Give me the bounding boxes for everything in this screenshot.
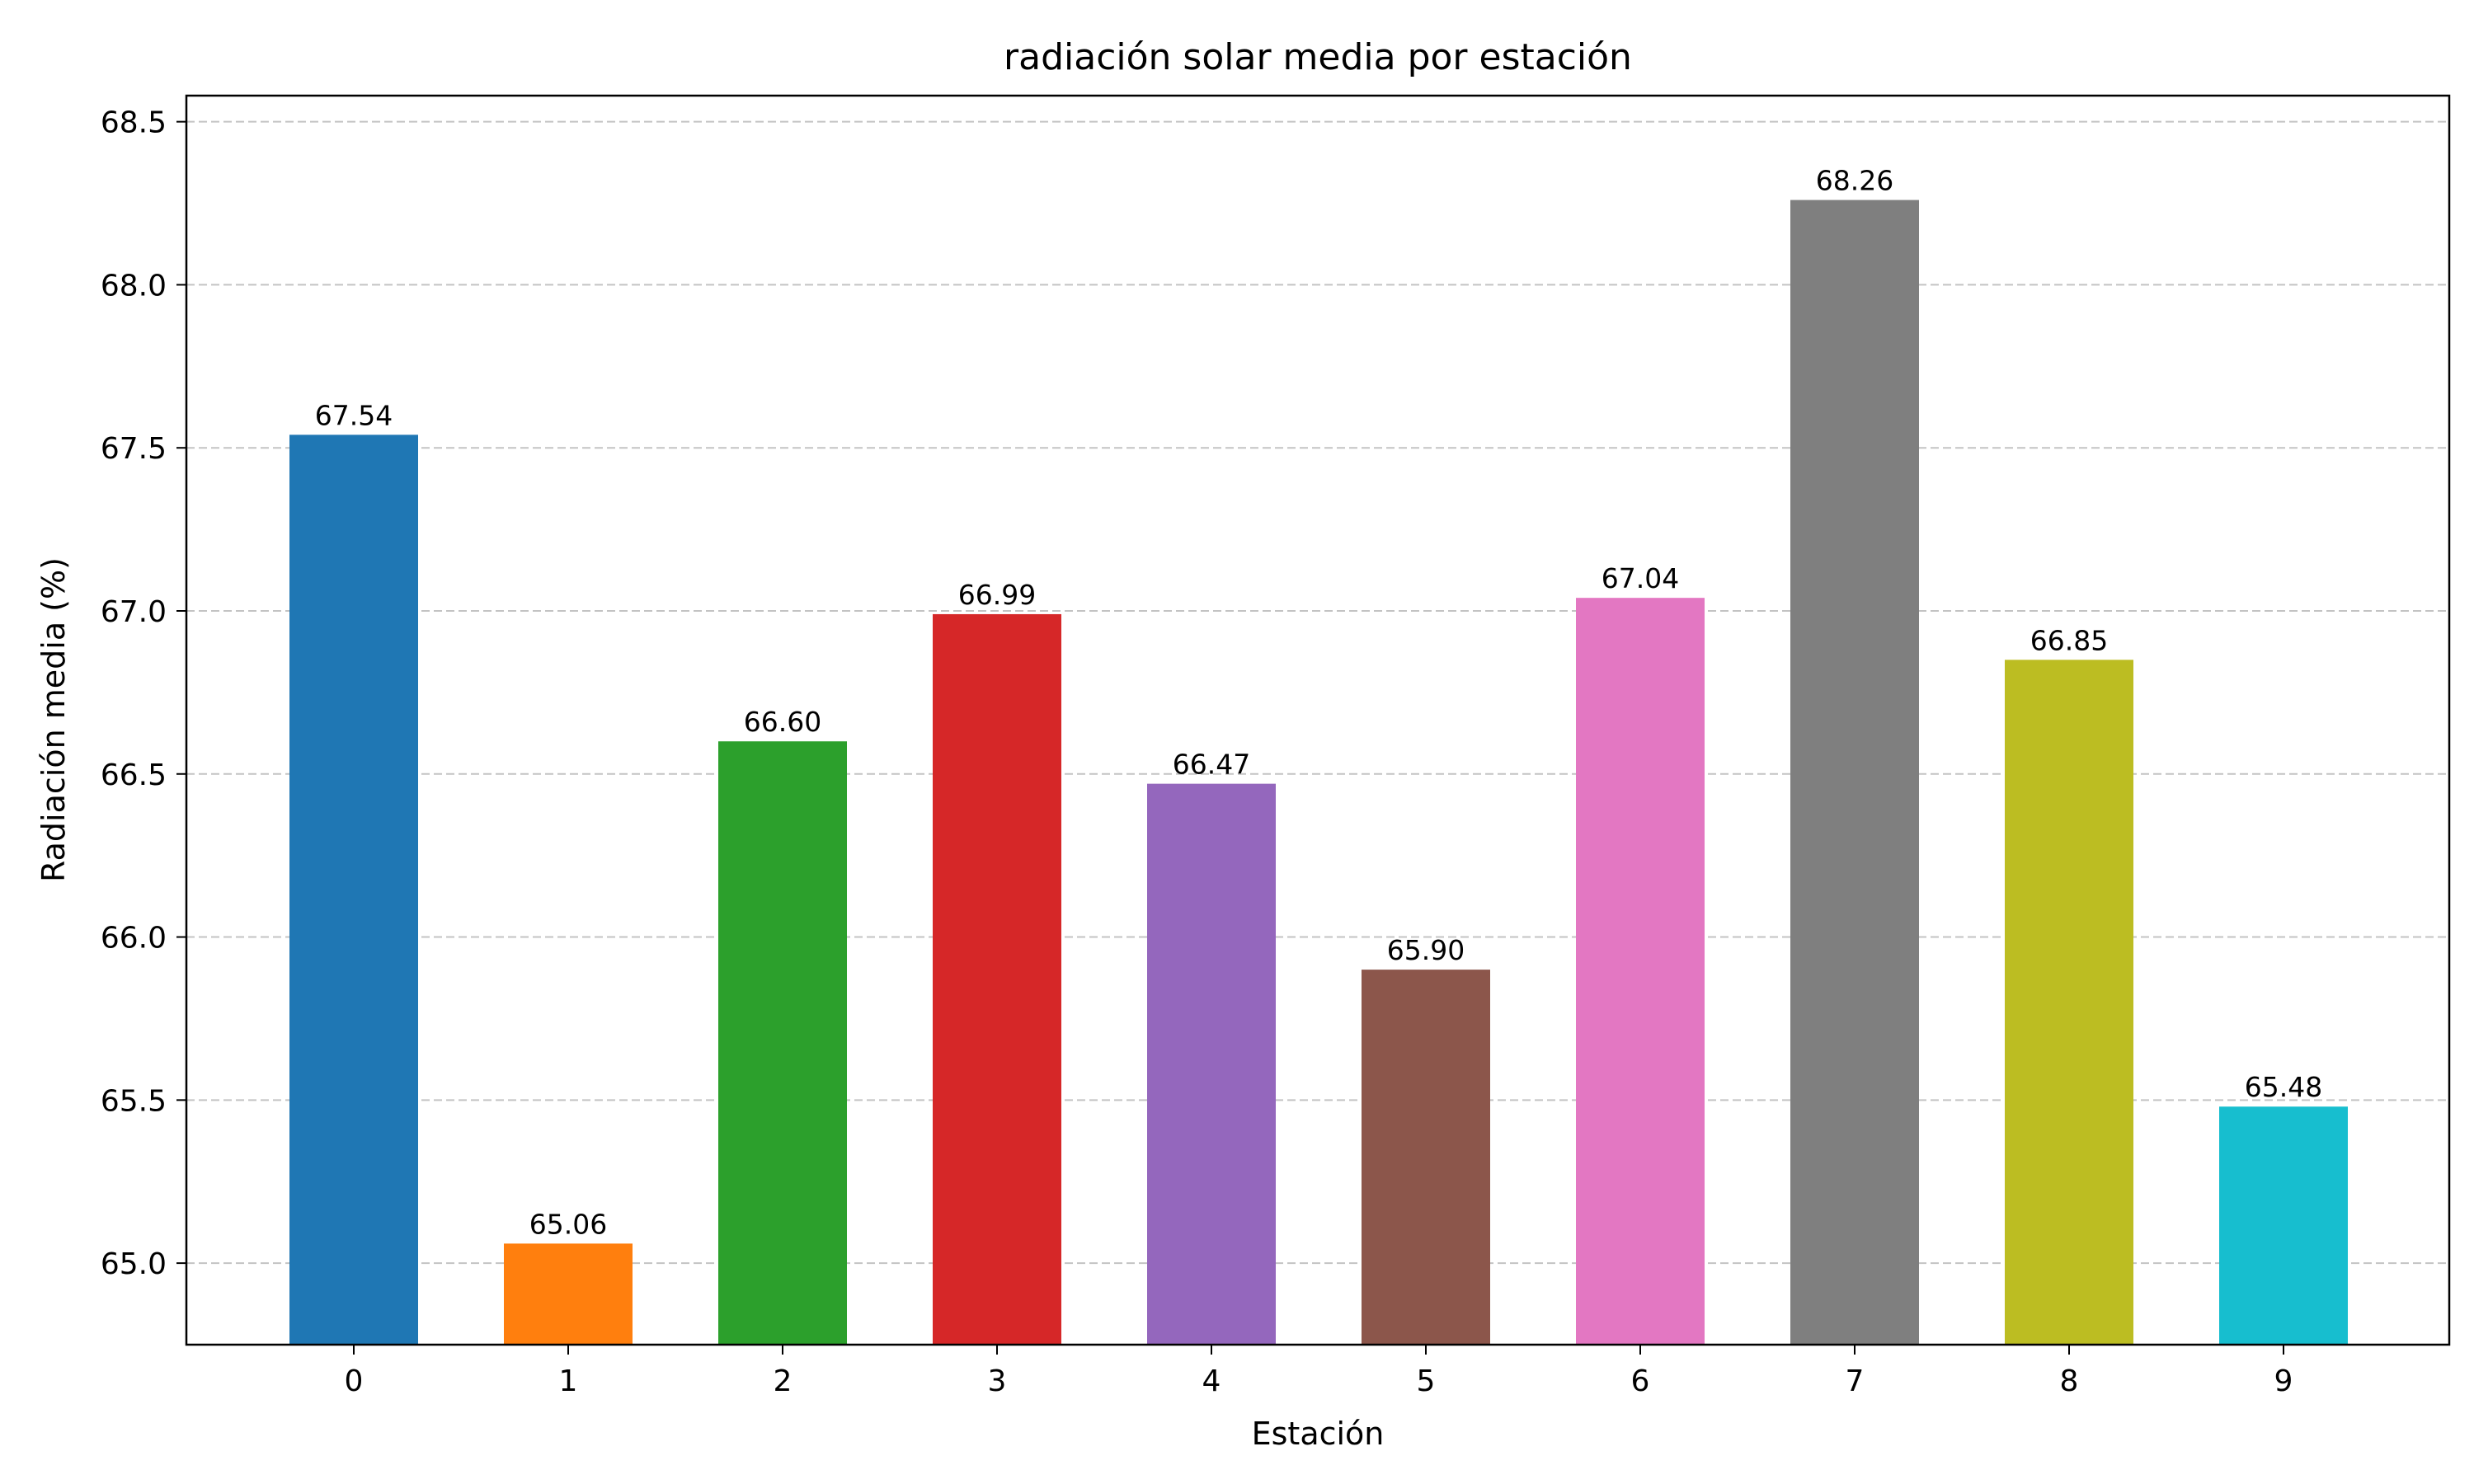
x-tick-label: 7 [1846,1364,1865,1398]
bar-6 [1576,598,1705,1345]
bars [289,200,2348,1345]
x-tick-label: 2 [774,1364,793,1398]
y-axis-label: Radiación media (%) [35,557,72,882]
y-tick-label: 68.5 [101,106,167,140]
y-tick-label: 65.5 [101,1084,167,1118]
plot-area-frame [185,94,2451,1346]
y-tick-label: 67.5 [101,432,167,466]
x-tick-label: 9 [2274,1364,2293,1398]
bar-value-label: 68.26 [1816,165,1893,197]
bar-value-label: 67.04 [1602,562,1679,594]
x-tick-label: 6 [1631,1364,1650,1398]
bar-value-label: 66.47 [1173,749,1250,781]
y-tick-label: 66.0 [101,922,167,956]
chart-title: radiación solar media por estación [1004,36,1632,78]
bar-value-label: 65.48 [2245,1071,2322,1103]
bar-9 [2219,1106,2348,1345]
bar-value-label: 67.54 [315,399,393,431]
bar-5 [1362,970,1490,1345]
bar-value-labels: 67.54 65.06 66.60 66.99 66.47 65.90 67.04 68.26… [315,165,2322,1241]
bar-2 [718,741,847,1345]
y-axis: 65.0 65.5 66.0 66.5 67.0 67.5 68.0 68.5 [101,106,186,1281]
y-tick-label: 66.5 [101,758,167,792]
bar-0 [289,434,418,1345]
x-tick-label: 5 [1417,1364,1436,1398]
bar-value-label: 65.06 [529,1208,607,1240]
grid-lines [186,120,2449,1265]
bar-value-label: 65.90 [1387,934,1465,966]
bar-1 [504,1243,633,1345]
bar-value-label: 66.99 [958,579,1036,611]
y-tick-label: 65.0 [101,1247,167,1281]
x-tick-label: 0 [345,1364,364,1398]
bar-value-label: 66.85 [2030,624,2108,656]
x-tick-label: 1 [559,1364,578,1398]
bar-7 [1790,200,1919,1345]
bar-3 [933,613,1061,1345]
bar-8 [2005,660,2133,1345]
x-axis-label: Estación [1252,1416,1385,1452]
x-axis: 0 1 2 3 4 5 6 7 8 9 [345,1345,2293,1398]
y-tick-label: 67.0 [101,595,167,629]
bar-4 [1147,783,1276,1345]
x-tick-label: 3 [988,1364,1007,1398]
x-tick-label: 8 [2060,1364,2079,1398]
x-tick-label: 4 [1202,1364,1221,1398]
y-tick-label: 68.0 [101,269,167,303]
bar-value-label: 66.60 [744,706,821,738]
